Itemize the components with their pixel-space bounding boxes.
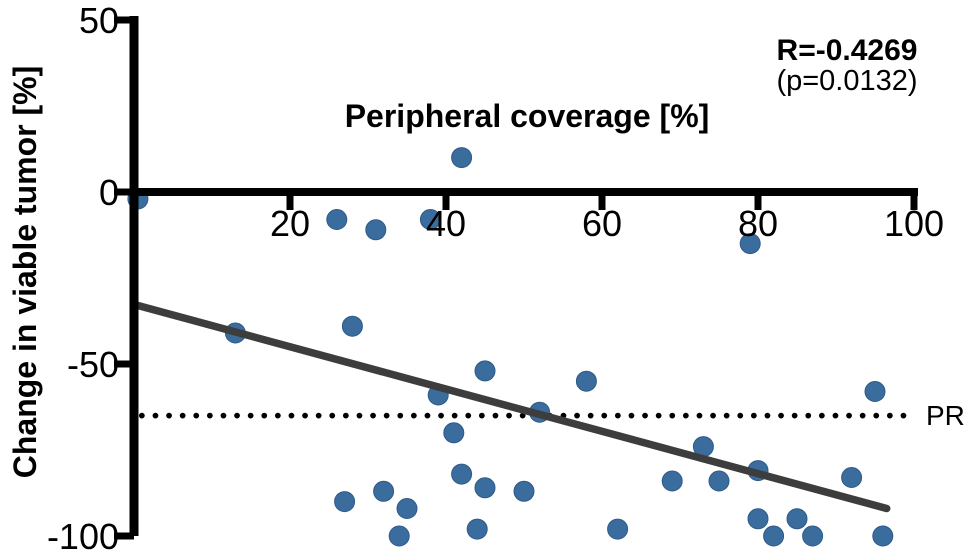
data-point xyxy=(841,467,863,488)
y-tick-label: 0 xyxy=(99,172,119,213)
pr-label: PR xyxy=(926,400,965,431)
data-point xyxy=(763,525,785,547)
data-point xyxy=(864,381,886,402)
data-point xyxy=(513,480,535,502)
regression-line xyxy=(134,301,891,513)
data-point xyxy=(341,315,363,337)
p-value-annotation: (p=0.0132) xyxy=(776,65,917,97)
x-tick-label: 100 xyxy=(884,203,944,244)
y-tick-label: -50 xyxy=(67,344,119,385)
data-point xyxy=(575,370,597,392)
data-point xyxy=(474,477,496,499)
data-point xyxy=(419,209,441,230)
correlation-annotation: R=-0.4269 xyxy=(777,34,918,67)
data-point xyxy=(661,470,683,492)
data-point xyxy=(747,508,769,530)
data-point xyxy=(466,518,488,540)
data-point xyxy=(708,470,730,492)
data-point xyxy=(607,518,629,540)
y-axis-title: Change in viable tumor [%] xyxy=(7,66,43,478)
data-point xyxy=(786,508,808,530)
data-point xyxy=(443,422,465,444)
data-point xyxy=(451,463,473,485)
x-tick-label: 80 xyxy=(738,203,778,244)
data-point xyxy=(388,525,410,547)
data-point xyxy=(739,233,761,255)
data-point xyxy=(334,491,356,513)
data-point xyxy=(802,525,824,547)
x-tick-label: 60 xyxy=(582,203,622,244)
data-point xyxy=(396,498,418,519)
y-tick-label: -100 xyxy=(47,516,119,554)
y-tick-label: 50 xyxy=(79,0,119,41)
axes xyxy=(114,16,918,540)
data-point xyxy=(365,219,387,241)
x-tick-label: 20 xyxy=(270,203,310,244)
tick-labels: 50 0 -50 -100 20 40 60 80 100 xyxy=(47,0,944,554)
x-tick-label: 40 xyxy=(426,203,466,244)
data-point xyxy=(872,525,894,547)
data-point xyxy=(373,480,395,502)
data-point xyxy=(326,209,348,230)
chart-title: Peripheral coverage [%] xyxy=(345,98,710,134)
scatter-points xyxy=(127,147,894,547)
data-point xyxy=(451,147,473,169)
regression-line-segment xyxy=(134,301,891,513)
data-point xyxy=(474,360,496,382)
